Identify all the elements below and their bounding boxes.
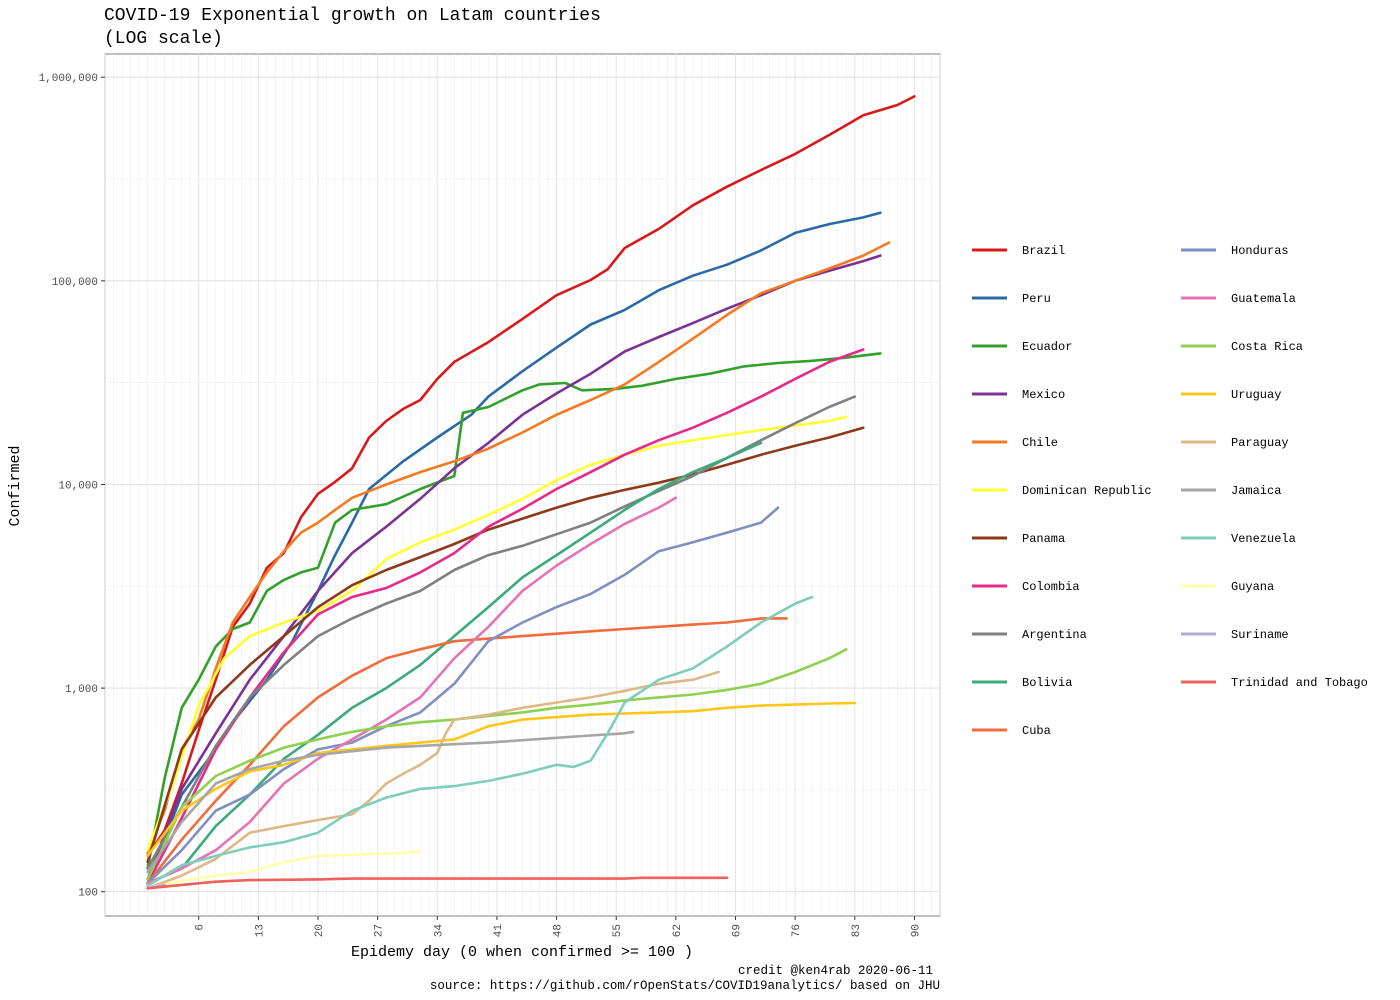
legend-label: Brazil	[1022, 244, 1065, 258]
legend-label: Peru	[1022, 292, 1051, 306]
legend-label: Dominican Republic	[1022, 484, 1152, 498]
series-line-costa-rica	[146, 648, 848, 881]
series-line-peru	[146, 211, 882, 885]
x-tick-label: 20	[314, 924, 326, 937]
series-line-uruguay	[146, 701, 857, 858]
legend-label: Costa Rica	[1231, 340, 1303, 354]
legend-label: Honduras	[1231, 244, 1289, 258]
legend: Brazil Peru Ecuador Mexico Chile Dominican Re…	[972, 244, 1368, 738]
series-line-panama	[146, 426, 865, 864]
legend-label: Guyana	[1231, 580, 1274, 594]
x-tick-label: 13	[254, 924, 266, 937]
series-line-jamaica	[146, 730, 635, 874]
y-tick-label: 100,000	[52, 277, 98, 289]
legend-label: Colombia	[1022, 580, 1080, 594]
series-line-chile	[146, 241, 891, 855]
series-line-venezuela	[146, 595, 814, 887]
x-tick-label: 55	[612, 924, 624, 937]
x-tick-label: 76	[791, 924, 803, 937]
caption-credit: credit @ken4rab 2020-06-11	[738, 964, 933, 978]
x-axis-label: Epidemy day (0 when confirmed >= 100 )	[351, 944, 693, 961]
legend-label: Trinidad and Tobago	[1231, 676, 1368, 690]
series-line-honduras	[146, 506, 780, 885]
chart-subtitle: (LOG scale)	[104, 29, 223, 49]
x-tick-label: 27	[374, 924, 386, 937]
x-tick-label: 48	[553, 924, 565, 937]
x-tick-label: 83	[851, 924, 863, 937]
series-line-paraguay	[146, 670, 720, 890]
series-line-brazil	[146, 95, 916, 858]
legend-label: Guatemala	[1231, 292, 1296, 306]
x-tick-label: 62	[672, 924, 684, 937]
legend-label: Paraguay	[1231, 436, 1289, 450]
x-tick-label: 34	[433, 924, 445, 938]
legend-label: Mexico	[1022, 388, 1065, 402]
x-tick-label: 90	[910, 924, 922, 937]
chart-title: COVID-19 Exponential growth on Latam cou…	[104, 6, 601, 26]
series-line-dominican-republic	[146, 415, 848, 852]
legend-label: Argentina	[1022, 628, 1087, 642]
series-line-guatemala	[146, 496, 678, 885]
legend-label: Jamaica	[1231, 484, 1281, 498]
x-tick-label: 69	[732, 924, 744, 937]
legend-label: Suriname	[1231, 628, 1289, 642]
legend-label: Uruguay	[1231, 388, 1281, 402]
legend-label: Cuba	[1022, 724, 1051, 738]
y-tick-label: 100	[78, 888, 98, 900]
legend-label: Panama	[1022, 532, 1065, 546]
x-tick-label: 6	[195, 924, 207, 931]
series-lines	[146, 95, 916, 890]
axes: 6 13 20 27 34 41 48 55 62 69 76 83 90 100 1,000 10,000 1…	[39, 73, 923, 937]
series-line-colombia	[146, 348, 865, 885]
y-tick-label: 10,000	[58, 480, 98, 492]
legend-label: Venezuela	[1231, 532, 1296, 546]
legend-label: Bolivia	[1022, 676, 1072, 690]
y-tick-label: 1,000,000	[39, 73, 98, 85]
series-line-trinidad-and-tobago	[146, 876, 729, 890]
series-line-ecuador	[146, 352, 882, 870]
y-axis-label: Confirmed	[7, 445, 24, 526]
series-line-guyana	[146, 850, 422, 890]
caption-source: source: https://github.com/rOpenStats/CO…	[430, 979, 940, 993]
y-tick-label: 1,000	[65, 684, 98, 696]
legend-label: Ecuador	[1022, 340, 1072, 354]
legend-label: Chile	[1022, 436, 1058, 450]
x-tick-label: 41	[493, 924, 505, 938]
